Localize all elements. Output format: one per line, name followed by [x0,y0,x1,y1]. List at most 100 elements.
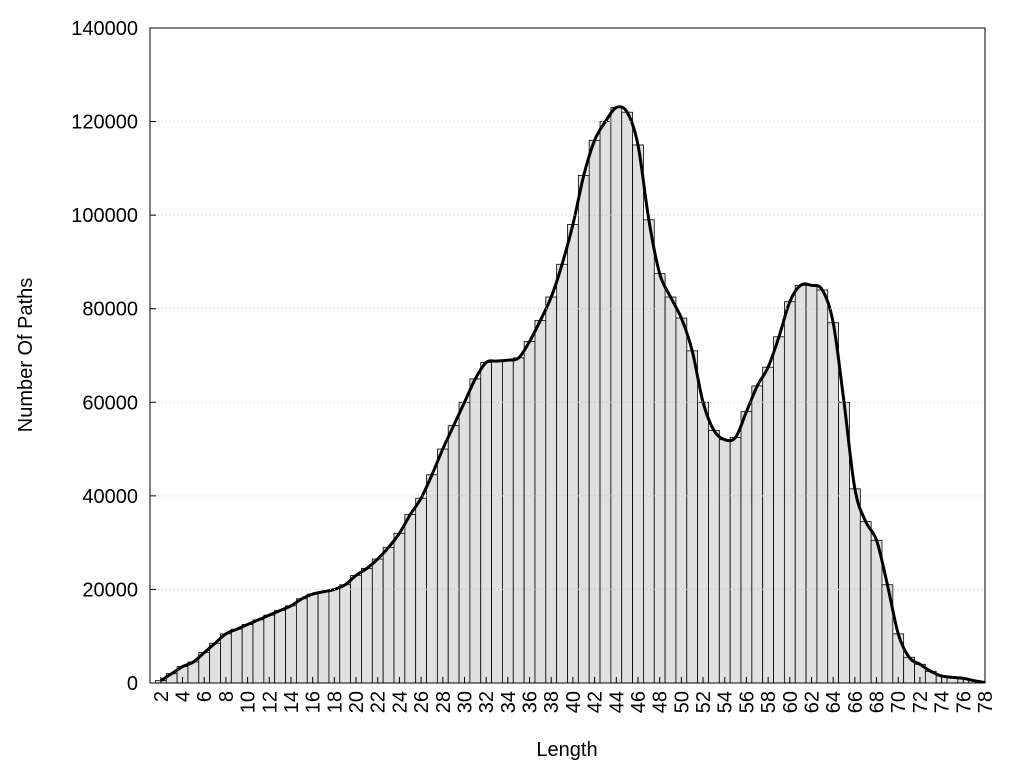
x-tick-label: 24 [389,691,411,713]
plot-area [155,105,985,683]
bar [729,436,742,683]
bar [794,284,807,683]
bar [306,593,319,683]
bar [230,628,243,683]
smooth-line [160,105,985,683]
x-tick-label: 48 [650,691,672,713]
x-tick-label: 28 [433,691,455,713]
y-tick-label: 0 [127,673,138,695]
bar [512,357,525,683]
bar [621,111,633,683]
bar [773,336,785,683]
bar [252,619,265,683]
bar [653,273,666,683]
y-axis-label: Number Of Paths [15,278,37,433]
x-tick-label: 56 [736,691,758,713]
bar [371,558,384,683]
bar [502,359,514,683]
x-tick-label: 68 [867,691,889,713]
bar [567,224,579,683]
x-tick-label: 52 [693,691,715,713]
bar [534,320,547,683]
y-tick-label: 120000 [71,112,138,134]
bar [588,139,601,683]
y-tick-label: 20000 [82,579,138,601]
y-tick-label: 40000 [82,486,138,508]
x-tick-label: 60 [780,691,802,713]
bar [643,219,655,683]
bar [545,296,558,683]
bar [458,401,471,683]
x-tick-label: 76 [953,691,975,713]
bar [849,488,861,683]
bar [382,546,395,683]
bar [274,610,286,683]
bar [415,497,427,683]
x-tick-label: 8 [216,691,238,702]
x-tick-label: 16 [303,691,325,713]
bar [751,385,764,683]
bar [209,642,221,683]
bar [285,605,297,683]
bar [339,584,352,683]
x-tick-label: 4 [173,691,195,702]
x-tick-label: 36 [520,691,542,713]
x-tick-label: 72 [910,691,932,713]
x-tick-label: 66 [845,691,867,713]
bar [220,633,232,683]
bar [740,411,753,683]
x-tick-label: 50 [671,691,693,713]
x-tick-label: 58 [758,691,780,713]
x-tick-label: 6 [194,691,216,702]
bar [718,439,731,683]
x-tick-label: 20 [346,691,368,713]
plot-frame [149,27,986,684]
x-tick-label: 32 [476,691,498,713]
bar [491,360,503,683]
bar [317,591,330,683]
y-tick-label: 80000 [82,299,138,321]
bar [393,532,406,683]
bar [632,144,644,683]
bar [816,289,829,683]
bar [295,598,308,683]
x-tick-label: 70 [888,691,910,713]
bar [426,474,438,683]
bar [361,567,373,683]
x-tick-label: 46 [628,691,650,713]
x-tick-label: 14 [281,691,303,713]
bar [404,514,417,683]
bar [328,589,341,683]
x-tick-label: 22 [368,691,390,713]
x-axis-label: Length [536,739,597,761]
x-tick-label: 10 [238,691,260,713]
y-tick-label: 140000 [71,18,138,40]
x-tick-label: 12 [259,691,281,713]
x-tick-label: 42 [585,691,607,713]
x-tick-label: 44 [606,691,628,713]
bar [686,350,699,683]
bar [610,107,623,683]
bar [675,317,688,683]
bar [783,301,796,683]
bar [697,401,709,683]
x-tick-label: 64 [823,691,845,713]
x-tick-label: 26 [411,691,433,713]
bar [708,429,720,683]
y-tick-label: 60000 [82,392,138,414]
bar [870,539,883,683]
x-tick-label: 78 [975,691,997,713]
bar [469,378,482,683]
x-tick-label: 40 [563,691,585,713]
bar [523,341,536,683]
x-tick-label: 2 [151,691,173,702]
bar [664,296,677,683]
bar [805,284,818,683]
bar [436,448,449,683]
bar [577,174,590,683]
x-tick-label: 38 [541,691,563,713]
x-tick-label: 74 [932,691,954,713]
x-tick-label: 54 [715,691,737,713]
